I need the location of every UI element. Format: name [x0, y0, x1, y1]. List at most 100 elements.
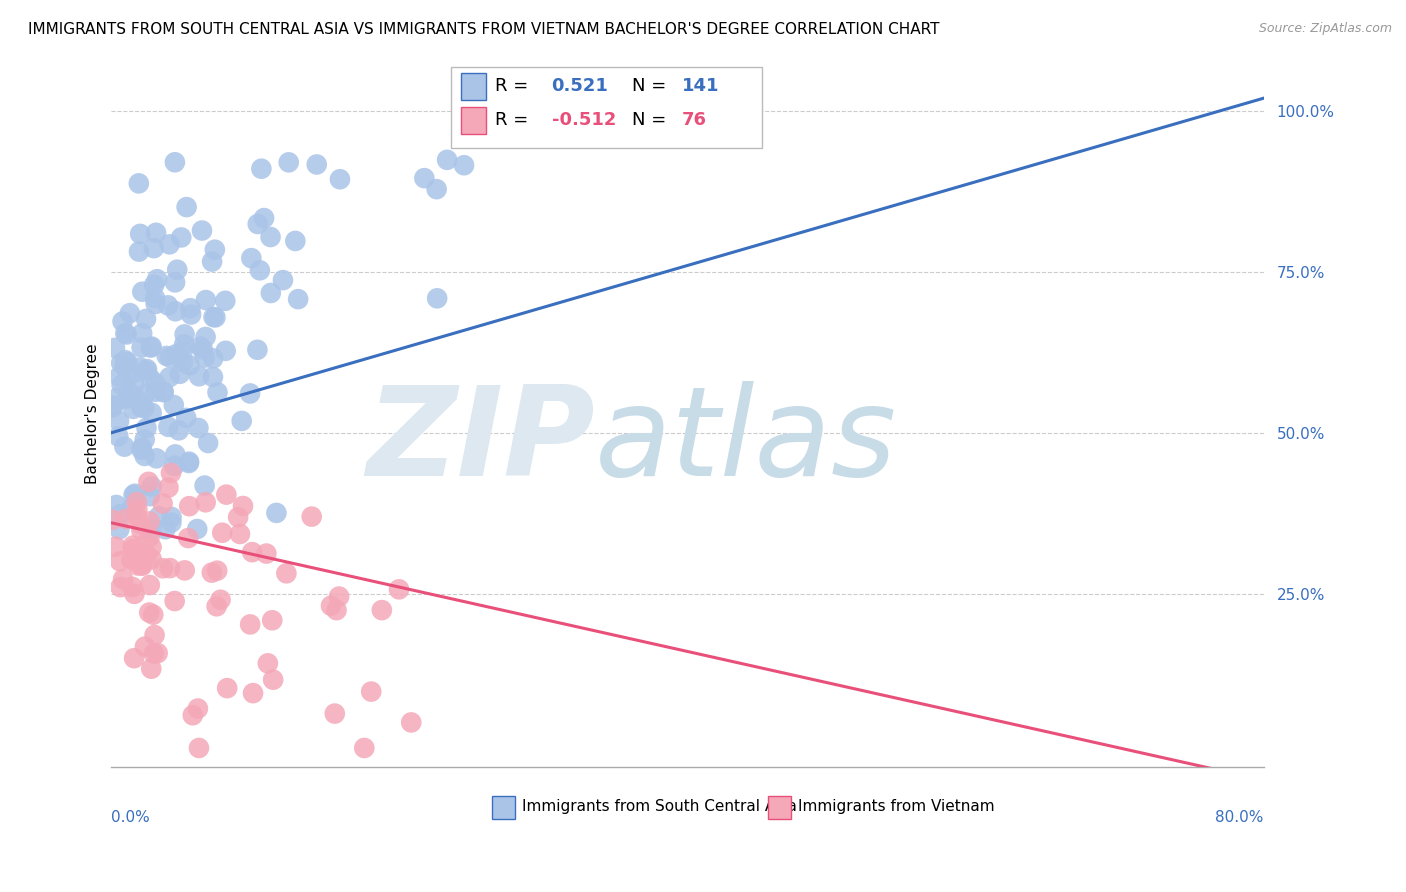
Point: [112, 440, 135, 454]
Point: [436, 153, 458, 167]
Point: [202, 351, 225, 366]
Point: [120, 553, 142, 567]
Point: [145, 376, 167, 391]
FancyBboxPatch shape: [451, 67, 762, 148]
Point: [134, 640, 156, 654]
Point: [121, 580, 143, 594]
Point: [174, 410, 197, 425]
Point: [239, 386, 262, 401]
Text: 76: 76: [682, 112, 707, 129]
Point: [160, 510, 183, 524]
Point: [105, 498, 128, 512]
Point: [159, 351, 181, 365]
Text: Immigrants from South Central Asia: Immigrants from South Central Asia: [522, 799, 796, 814]
Point: [159, 237, 181, 252]
Point: [115, 512, 138, 526]
Point: [166, 262, 188, 277]
Point: [108, 414, 131, 428]
Point: [139, 522, 162, 536]
Point: [112, 572, 135, 586]
Text: R =: R =: [495, 112, 529, 129]
Point: [246, 343, 269, 357]
Point: [110, 507, 132, 521]
Point: [101, 513, 124, 527]
Point: [129, 227, 152, 241]
Point: [170, 230, 193, 244]
Point: [165, 276, 187, 290]
Point: [177, 455, 200, 469]
Point: [188, 741, 211, 756]
Point: [101, 398, 124, 412]
Point: [138, 515, 160, 529]
Point: [301, 509, 323, 524]
Point: [127, 502, 149, 516]
Point: [142, 607, 165, 622]
Point: [155, 522, 177, 536]
Point: [131, 326, 153, 341]
Point: [129, 516, 152, 531]
Point: [152, 385, 174, 400]
Point: [143, 277, 166, 292]
Point: [257, 657, 280, 671]
Point: [108, 522, 131, 536]
Point: [163, 155, 186, 169]
Point: [453, 158, 475, 172]
Point: [131, 558, 153, 572]
Point: [118, 385, 141, 400]
Point: [115, 392, 138, 406]
Point: [107, 391, 129, 405]
Point: [246, 217, 269, 231]
Point: [139, 341, 162, 355]
Text: 0.0%: 0.0%: [111, 810, 150, 825]
Point: [201, 254, 224, 268]
Point: [110, 356, 132, 370]
Point: [143, 628, 166, 642]
Point: [138, 530, 160, 544]
Point: [155, 349, 177, 363]
FancyBboxPatch shape: [461, 73, 486, 100]
Point: [191, 343, 214, 357]
Point: [172, 343, 194, 358]
Point: [114, 326, 136, 341]
Point: [128, 244, 150, 259]
Point: [181, 708, 204, 723]
Point: [108, 369, 131, 384]
Point: [259, 230, 281, 244]
Point: [254, 547, 277, 561]
Point: [232, 499, 254, 513]
Point: [231, 414, 253, 428]
Text: N =: N =: [633, 112, 666, 129]
Point: [371, 603, 394, 617]
Point: [179, 301, 201, 316]
Point: [163, 594, 186, 608]
Point: [413, 171, 436, 186]
Point: [146, 272, 169, 286]
Point: [141, 552, 163, 566]
Text: -0.512: -0.512: [551, 112, 616, 129]
Point: [205, 564, 228, 578]
Point: [127, 558, 149, 573]
Point: [131, 442, 153, 457]
Point: [143, 291, 166, 305]
Point: [135, 312, 157, 326]
Point: [152, 497, 174, 511]
Point: [134, 388, 156, 402]
Point: [190, 340, 212, 354]
Point: [136, 362, 159, 376]
Point: [142, 241, 165, 255]
Point: [399, 715, 422, 730]
Point: [122, 543, 145, 558]
Point: [122, 651, 145, 665]
Point: [204, 310, 226, 325]
Point: [287, 292, 309, 306]
Point: [124, 487, 146, 501]
Point: [253, 211, 276, 225]
Point: [188, 369, 211, 384]
Point: [176, 200, 198, 214]
Point: [242, 686, 264, 700]
Point: [319, 599, 342, 613]
Point: [209, 592, 232, 607]
Point: [111, 314, 134, 328]
Text: atlas: atlas: [595, 381, 897, 502]
Point: [194, 478, 217, 492]
